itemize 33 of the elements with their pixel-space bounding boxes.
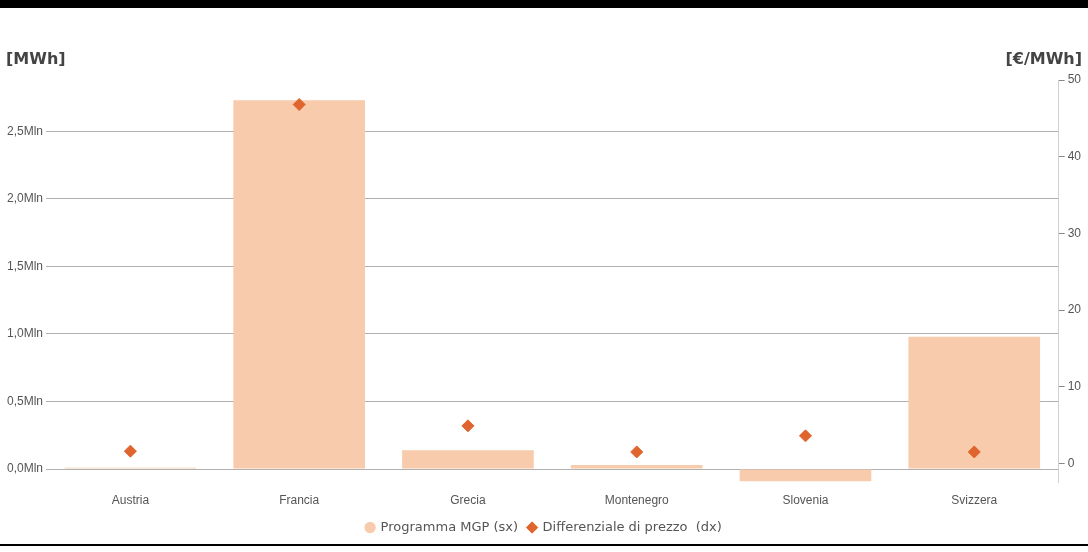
y2-tick-label: 20: [1067, 302, 1082, 317]
bar: [402, 450, 534, 469]
y2-axis-title: [€/MWh]: [1005, 49, 1082, 69]
x-tick-label: Svizzera: [951, 493, 998, 508]
y2-tick-label: 10: [1067, 379, 1082, 394]
y-tick-label: 1,0Mln: [6, 326, 44, 341]
point: [292, 98, 306, 112]
y-tick-label: 0,5Mln: [6, 393, 44, 408]
x-tick-label: Montenegro: [604, 493, 670, 508]
point: [461, 419, 475, 433]
y2-tick-label: 0: [1067, 455, 1075, 470]
legend-label: Programma MGP (sx): [380, 518, 519, 534]
y-tick-label: 0,0Mln: [6, 461, 44, 476]
point: [967, 445, 981, 459]
point: [630, 445, 644, 459]
y-tick-label: 1,5Mln: [6, 258, 44, 273]
bar: [739, 469, 872, 482]
x-tick-label: Francia: [279, 493, 320, 508]
y2-tick-label: 30: [1067, 225, 1082, 240]
x-tick-label: Austria: [111, 493, 150, 508]
y2-tick-label: 50: [1067, 72, 1082, 87]
y2-tick-label: 40: [1067, 149, 1082, 163]
y-axis-title: [MWh]: [6, 49, 66, 69]
bar: [908, 336, 1041, 469]
y-tick-label: 2,0Mln: [6, 191, 44, 206]
x-tick-label: Grecia: [450, 493, 486, 508]
bar: [233, 100, 365, 469]
y-tick-label: 2,5Mln: [6, 123, 44, 138]
bar: [570, 465, 703, 469]
point: [123, 444, 137, 458]
point: [798, 429, 812, 443]
x-tick-label: Slovenia: [782, 493, 829, 508]
legend-label: Differenziale di prezzo (dx): [542, 518, 722, 534]
